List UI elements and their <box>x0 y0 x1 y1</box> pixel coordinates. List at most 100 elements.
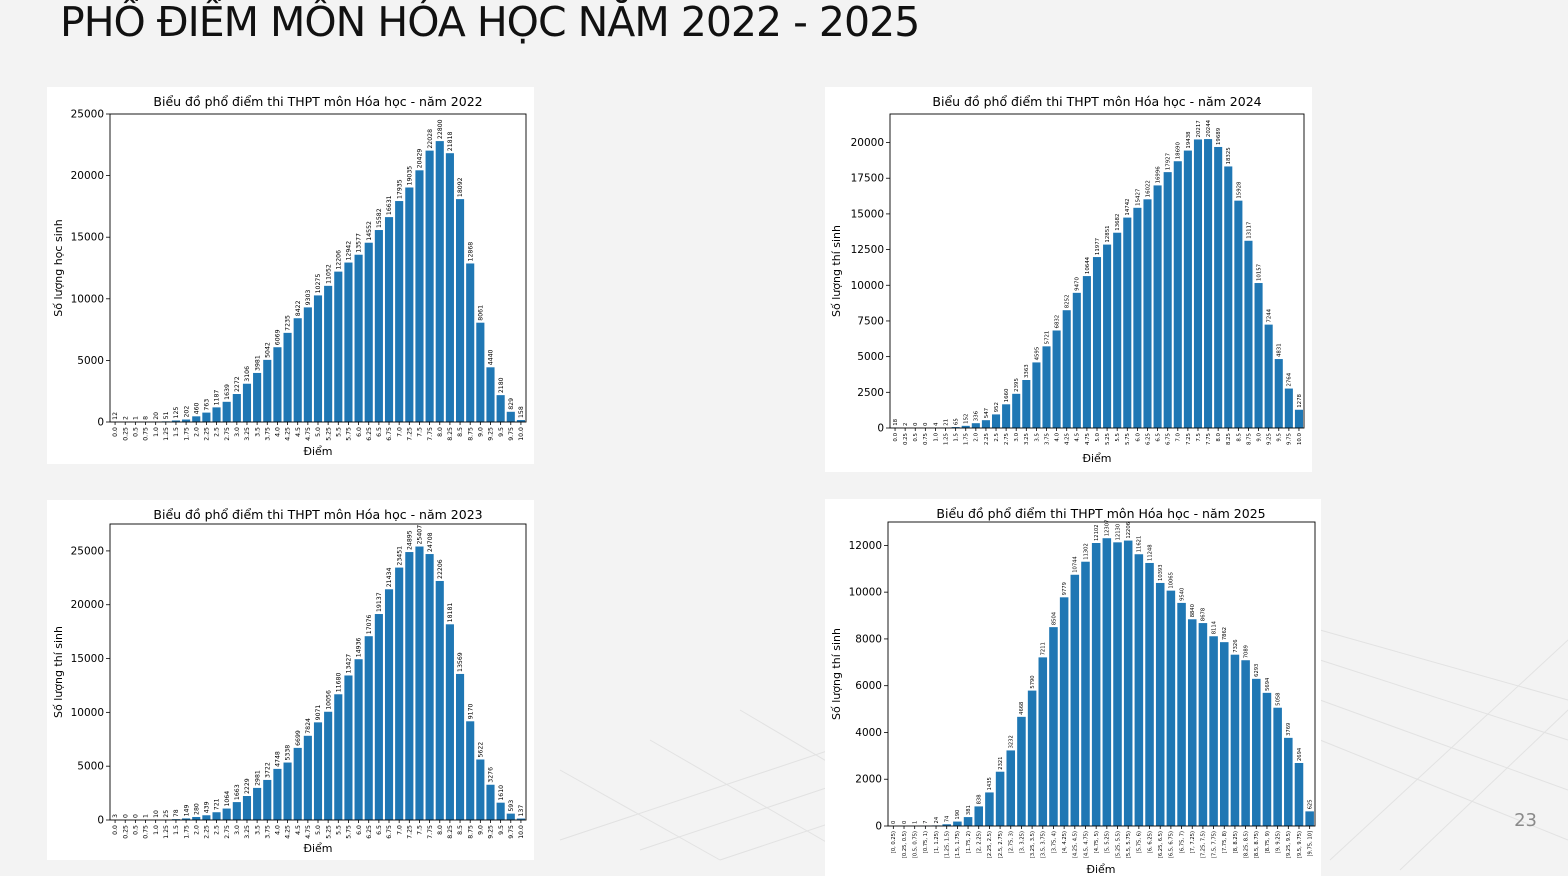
data-label-30: 20429 <box>417 149 424 169</box>
x-tick-label-13: 3.25 <box>244 825 251 839</box>
x-tick-label-35: 8.75 <box>467 825 474 839</box>
data-label-21: 10056 <box>325 690 332 710</box>
bar-28 <box>1187 619 1197 826</box>
bar-27 <box>1163 172 1172 428</box>
data-label-11: 1064 <box>224 791 231 807</box>
x-tick-label-10: 2.5 <box>214 825 221 835</box>
bar-21 <box>1103 244 1112 428</box>
data-label-24: 11248 <box>1147 544 1153 561</box>
data-label-0: 18 <box>893 418 899 425</box>
data-label-38: 2694 <box>1297 747 1303 761</box>
bar-37 <box>486 784 495 820</box>
x-tick-label-24: 6.0 <box>356 825 363 835</box>
x-tick-label-14: [3.5, 3.75) <box>1041 831 1047 858</box>
data-label-19: 9303 <box>305 290 312 306</box>
y-tick-label-0: 0 <box>97 417 104 429</box>
data-label-34: 13569 <box>457 652 464 672</box>
x-tick-label-5: 1.25 <box>943 433 949 445</box>
x-tick-label-4: 1.0 <box>153 427 160 437</box>
data-label-29: 19035 <box>406 166 413 186</box>
bar-39 <box>506 813 515 820</box>
x-tick-label-2: 0.5 <box>913 433 919 442</box>
data-label-20: 12307 <box>1105 520 1111 537</box>
x-tick-label-37: 9.25 <box>488 825 495 839</box>
bar-17 <box>1070 574 1080 826</box>
bar-30 <box>415 170 424 422</box>
data-label-17: 7235 <box>285 315 292 331</box>
bar-40 <box>1294 409 1303 428</box>
x-tick-label-12: 3.0 <box>234 427 241 437</box>
bar-14 <box>253 372 262 422</box>
y-tick-label-3: 15000 <box>71 232 104 244</box>
y-tick-label-2: 10000 <box>71 707 104 719</box>
x-tick-label-32: 8.0 <box>1216 432 1222 441</box>
bar-7 <box>963 817 973 826</box>
data-label-40: 137 <box>518 805 525 817</box>
data-label-14: 2981 <box>254 770 261 786</box>
x-tick-label-6: 1.5 <box>173 825 180 835</box>
y-axis-label: Số lượng thí sinh <box>830 225 843 317</box>
data-label-22: 11680 <box>335 673 342 693</box>
y-tick-label-1: 2000 <box>855 774 882 786</box>
bar-34 <box>1234 200 1243 428</box>
bar-24 <box>354 254 363 422</box>
y-tick-label-6: 12000 <box>849 540 882 552</box>
chart-title: Biểu đồ phổ điểm thi THPT môn Hóa học - … <box>932 94 1261 109</box>
data-label-2: 0 <box>913 422 919 426</box>
bar-31 <box>425 150 434 422</box>
bar-18 <box>293 747 302 820</box>
data-label-36: 10157 <box>1256 264 1262 281</box>
chart-panel-2023: Biểu đồ phổ điểm thi THPT môn Hóa học - … <box>47 500 534 860</box>
x-tick-label-36: 9.0 <box>1256 432 1262 441</box>
data-label-28: 18690 <box>1176 142 1182 160</box>
y-tick-label-8: 20000 <box>851 137 884 149</box>
bar-33 <box>445 153 454 422</box>
data-label-16: 4748 <box>275 751 282 767</box>
data-label-37: 7244 <box>1267 308 1273 322</box>
data-label-37: 3769 <box>1286 723 1292 736</box>
x-tick-label-21: 5.25 <box>1105 433 1111 445</box>
data-label-6: 65 <box>954 418 960 425</box>
bar-20 <box>313 295 323 422</box>
data-label-39: 593 <box>508 800 515 812</box>
chart-panel-2024: Biểu đồ phổ điểm thi THPT môn Hóa học - … <box>825 87 1312 472</box>
data-label-6: 78 <box>173 809 180 817</box>
x-tick-label-27: 6.75 <box>1166 433 1172 445</box>
data-label-1: 2 <box>903 423 909 426</box>
y-tick-label-1: 2500 <box>857 387 884 399</box>
bar-37 <box>486 367 495 422</box>
data-label-9: 763 <box>204 399 211 411</box>
bar-23 <box>344 675 353 820</box>
x-tick-label-10: [2.5, 2.75) <box>998 831 1004 858</box>
data-label-1: 0 <box>122 814 129 818</box>
bar-34 <box>1252 678 1261 826</box>
x-tick-label-22: 5.5 <box>1115 433 1121 442</box>
data-label-36: 5622 <box>478 742 485 758</box>
x-tick-label-39: 9.75 <box>1287 433 1293 445</box>
data-label-33: 7089 <box>1243 645 1249 658</box>
bar-37 <box>1264 324 1273 428</box>
data-label-5: 74 <box>945 815 951 822</box>
data-label-33: 18181 <box>447 603 454 623</box>
x-tick-label-16: 4.0 <box>275 825 282 835</box>
data-label-12: 2272 <box>234 376 241 392</box>
data-label-5: 25 <box>163 810 170 818</box>
bar-12 <box>232 802 241 820</box>
bar-24 <box>354 659 363 820</box>
bar-20 <box>1092 257 1102 428</box>
x-tick-label-20: 5.0 <box>1095 432 1101 441</box>
x-tick-label-11: [2.75, 3) <box>1009 831 1015 853</box>
x-tick-label-8: 2.0 <box>193 825 200 835</box>
data-label-5: 51 <box>163 411 170 419</box>
x-tick-label-17: 4.25 <box>1065 433 1071 445</box>
data-label-37: 4440 <box>488 349 495 365</box>
data-label-21: 11052 <box>325 264 332 284</box>
bar-30 <box>1193 139 1203 428</box>
x-tick-label-0: 0.0 <box>893 432 899 441</box>
x-tick-label-17: 4.25 <box>285 825 292 839</box>
x-tick-label-13: 3.25 <box>1024 433 1030 445</box>
data-label-22: 12206 <box>1126 522 1132 539</box>
y-axis-label: Số lượng học sinh <box>52 219 65 316</box>
data-label-18: 6699 <box>295 730 302 746</box>
data-label-7: 381 <box>966 805 972 815</box>
